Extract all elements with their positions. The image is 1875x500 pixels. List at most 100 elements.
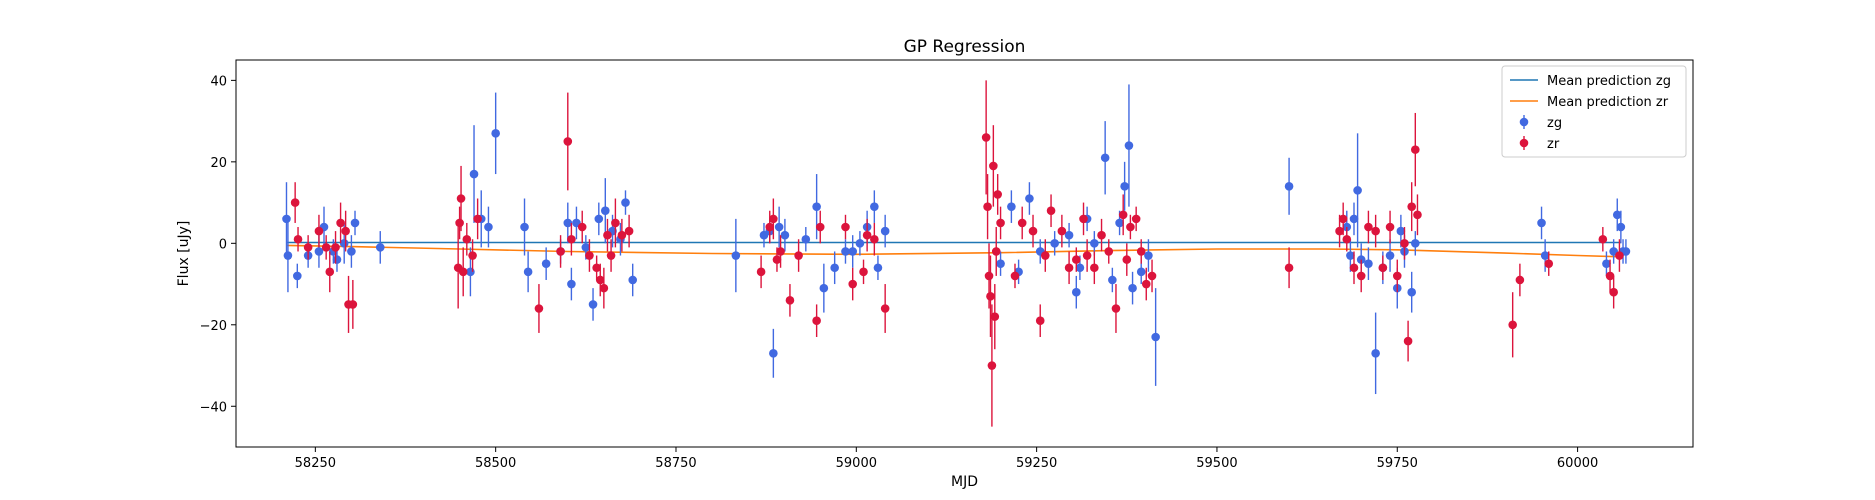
x-tick-label: 58250 xyxy=(295,456,336,471)
data-point xyxy=(991,247,1001,256)
data-point xyxy=(588,300,598,309)
data-point xyxy=(1057,226,1067,236)
data-point xyxy=(1120,181,1129,191)
data-point xyxy=(1396,226,1406,236)
data-point xyxy=(1007,202,1016,211)
data-point xyxy=(1371,349,1380,358)
data-point xyxy=(1104,247,1114,256)
data-point xyxy=(282,214,291,224)
data-point xyxy=(841,247,850,256)
data-point xyxy=(1612,210,1622,220)
data-point xyxy=(1111,304,1121,313)
data-point xyxy=(1097,230,1106,240)
data-point xyxy=(321,243,331,252)
x-tick-label: 60000 xyxy=(1557,456,1598,471)
legend: Mean prediction zg Mean prediction zr zg zr xyxy=(1501,65,1687,158)
data-point xyxy=(1400,239,1409,248)
y-tick-label: −40 xyxy=(200,400,227,415)
y-tick-label: 40 xyxy=(210,74,227,89)
data-point xyxy=(986,291,995,301)
legend-label: Mean prediction zg xyxy=(1547,74,1671,89)
data-point xyxy=(592,263,601,273)
data-point xyxy=(989,161,998,171)
data-point xyxy=(1364,222,1373,232)
data-point xyxy=(1284,263,1294,273)
data-point xyxy=(1371,226,1380,236)
data-point xyxy=(996,218,1005,228)
data-point xyxy=(1028,226,1038,236)
data-point xyxy=(880,304,890,313)
data-point xyxy=(1082,251,1092,260)
data-point xyxy=(1035,316,1045,326)
legend-point-marker xyxy=(1519,138,1529,148)
data-point xyxy=(1378,263,1388,273)
data-point xyxy=(293,271,302,281)
data-point xyxy=(880,226,890,236)
data-point xyxy=(769,214,778,224)
data-point xyxy=(1147,271,1157,281)
x-tick-label: 59500 xyxy=(1196,456,1237,471)
legend-point-marker xyxy=(1519,117,1529,127)
data-point xyxy=(983,202,992,211)
data-point xyxy=(455,218,464,228)
data-point xyxy=(993,190,1002,199)
data-point xyxy=(801,234,811,244)
data-point xyxy=(1100,153,1110,163)
data-point xyxy=(628,275,638,285)
data-point xyxy=(870,234,879,244)
data-point xyxy=(830,263,839,273)
data-point xyxy=(731,251,741,260)
data-point xyxy=(1346,251,1355,260)
data-point xyxy=(293,234,303,244)
data-point xyxy=(541,259,551,268)
data-point xyxy=(567,279,576,289)
y-tick-label: 20 xyxy=(210,156,227,171)
data-point xyxy=(567,234,576,244)
legend-box xyxy=(1501,65,1687,158)
data-point xyxy=(1544,259,1554,268)
data-point xyxy=(462,234,472,244)
data-point xyxy=(594,214,604,224)
data-point xyxy=(290,198,300,207)
data-point xyxy=(1598,234,1608,244)
data-point xyxy=(1064,230,1074,240)
data-point xyxy=(1338,214,1348,224)
data-point xyxy=(1411,145,1420,154)
data-point xyxy=(1616,222,1626,232)
data-point xyxy=(990,312,1000,321)
data-point xyxy=(1385,251,1395,260)
data-point xyxy=(1342,234,1352,244)
data-point xyxy=(1353,186,1362,195)
data-point xyxy=(1540,251,1550,260)
series-zr xyxy=(290,80,1624,427)
data-point xyxy=(520,222,529,232)
y-tick-label: −20 xyxy=(200,319,227,334)
data-point xyxy=(1537,218,1546,228)
x-axis: 58250 58500 58750 59000 59250 59500 59750 60000 xyxy=(295,447,1598,471)
data-point xyxy=(776,247,785,256)
data-point xyxy=(1411,239,1420,248)
data-point xyxy=(870,202,879,211)
data-point xyxy=(819,283,829,293)
data-point xyxy=(765,222,775,232)
data-point xyxy=(1118,210,1128,220)
data-point xyxy=(848,279,858,289)
data-point xyxy=(314,247,324,256)
x-tick-label: 58500 xyxy=(475,456,516,471)
data-point xyxy=(491,129,500,138)
data-point xyxy=(350,218,360,228)
data-point xyxy=(862,230,872,240)
data-point xyxy=(325,267,335,277)
data-point xyxy=(774,222,784,232)
y-tick-label: 0 xyxy=(219,237,227,252)
data-point xyxy=(331,243,340,252)
data-point xyxy=(283,251,293,260)
data-point xyxy=(1144,251,1153,260)
plot-area xyxy=(235,59,1694,448)
data-point xyxy=(581,243,591,252)
data-points xyxy=(282,80,1631,427)
data-point xyxy=(468,251,477,260)
data-point xyxy=(585,251,594,260)
data-point xyxy=(1392,271,1402,281)
x-tick-label: 59750 xyxy=(1377,456,1418,471)
